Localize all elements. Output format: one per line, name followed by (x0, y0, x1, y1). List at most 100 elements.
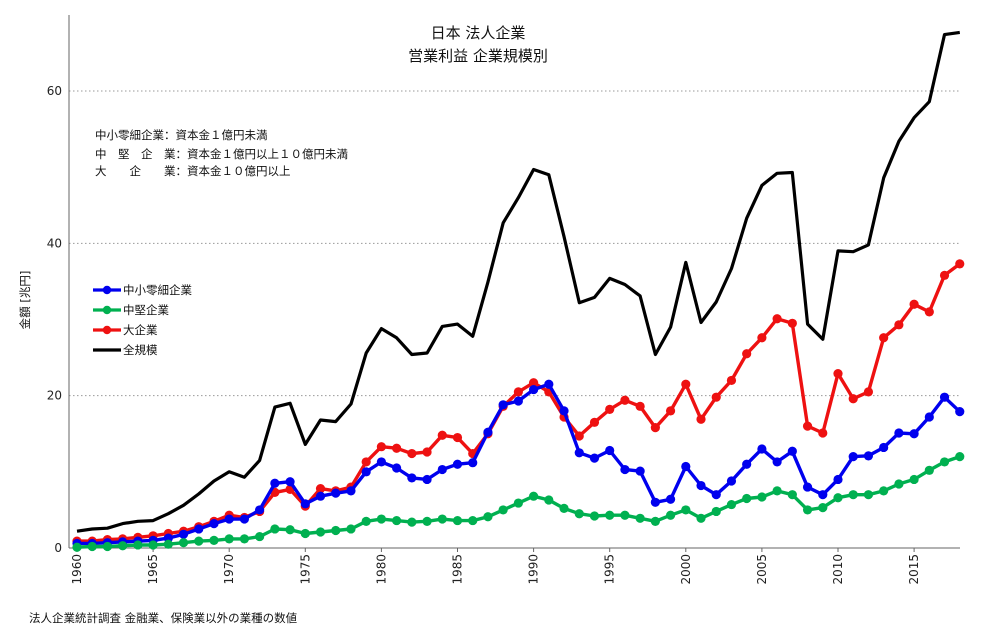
data-point (772, 486, 782, 496)
data-point (848, 452, 858, 462)
x-tick-label: 1995 (603, 554, 617, 585)
data-point (620, 510, 630, 520)
data-point (696, 513, 706, 523)
legend-swatch-marker (102, 285, 112, 295)
data-point (818, 428, 828, 438)
data-point (726, 499, 737, 510)
data-point (559, 503, 569, 513)
data-point (529, 491, 539, 501)
data-point (909, 299, 919, 309)
data-point (422, 516, 432, 526)
x-tick-label: 1980 (374, 554, 388, 585)
data-point (270, 524, 280, 534)
note-line-3: 大 企 業：資本金１０億円以上 (95, 164, 291, 178)
data-point (407, 473, 417, 483)
data-point (620, 464, 630, 475)
data-point (909, 474, 919, 485)
data-point (939, 270, 950, 280)
axes: 0 20 40 60 1960 1965 1970 1975 1980 1985 1990 1995 2… (47, 15, 960, 585)
data-point (468, 515, 478, 526)
series-1 (72, 452, 965, 552)
data-point (544, 379, 554, 389)
series-3 (76, 30, 961, 533)
data-point (300, 528, 310, 539)
data-point (665, 406, 676, 416)
data-point (178, 529, 189, 539)
data-point (924, 307, 934, 317)
data-point (285, 525, 295, 535)
data-point (833, 493, 843, 503)
data-point (209, 519, 219, 529)
legend-item-2: 大企業 (93, 323, 158, 337)
data-point (635, 466, 645, 476)
data-point (178, 538, 189, 548)
data-point (955, 259, 965, 269)
legend-item-1: 中堅企業 (93, 303, 169, 317)
x-tick-label: 1985 (451, 554, 465, 585)
data-point (742, 493, 752, 504)
data-point (787, 318, 797, 328)
legend-swatch-marker (102, 325, 112, 335)
series-layer (72, 30, 965, 552)
data-point (894, 428, 904, 438)
data-point (665, 494, 676, 504)
data-point (863, 387, 874, 397)
legend-label: 全規模 (123, 343, 158, 357)
data-point (346, 486, 356, 496)
y-tick-label: 40 (47, 236, 62, 250)
data-point (72, 542, 82, 552)
data-point (87, 541, 97, 552)
data-point (407, 517, 417, 527)
data-point (224, 534, 234, 544)
data-point (315, 491, 326, 501)
data-point (483, 427, 493, 437)
data-point (787, 446, 797, 456)
data-point (924, 465, 934, 475)
legend-swatch-marker (102, 305, 112, 315)
data-point (802, 482, 813, 492)
data-point (422, 447, 432, 457)
y-tick-label: 0 (54, 541, 62, 555)
data-point (513, 396, 523, 406)
data-point (239, 534, 250, 544)
data-point (924, 412, 934, 422)
x-tick-label: 2000 (679, 554, 693, 585)
x-tick-label: 2005 (755, 554, 769, 585)
data-point (285, 477, 295, 487)
data-point (742, 459, 752, 469)
data-point (194, 536, 204, 546)
data-point (711, 490, 721, 500)
data-point (772, 457, 782, 467)
data-point (818, 490, 828, 500)
data-point (726, 476, 737, 486)
data-point (102, 541, 113, 552)
data-point (346, 524, 356, 534)
data-point (726, 375, 737, 386)
data-point (209, 535, 219, 545)
data-point (605, 404, 615, 414)
x-tick-label: 2010 (831, 554, 845, 585)
y-tick-label: 60 (47, 84, 62, 98)
data-point (300, 499, 310, 509)
data-point (376, 457, 386, 467)
data-point (315, 527, 326, 537)
note-line-2: 中 堅 企 業：資本金１億円以上１０億円未満 (95, 147, 348, 161)
data-point (863, 451, 874, 461)
data-point (392, 463, 402, 473)
data-point (879, 442, 889, 453)
data-point (802, 505, 813, 515)
data-point (255, 531, 265, 542)
data-point (696, 480, 706, 491)
data-point (894, 479, 904, 489)
data-point (711, 392, 721, 402)
data-point (939, 457, 950, 467)
legend-item-3: 全規模 (93, 343, 158, 357)
data-point (665, 510, 676, 520)
data-point (589, 417, 600, 427)
data-point (468, 458, 478, 468)
data-point (376, 514, 386, 524)
data-point (894, 320, 904, 330)
data-point (848, 394, 858, 404)
